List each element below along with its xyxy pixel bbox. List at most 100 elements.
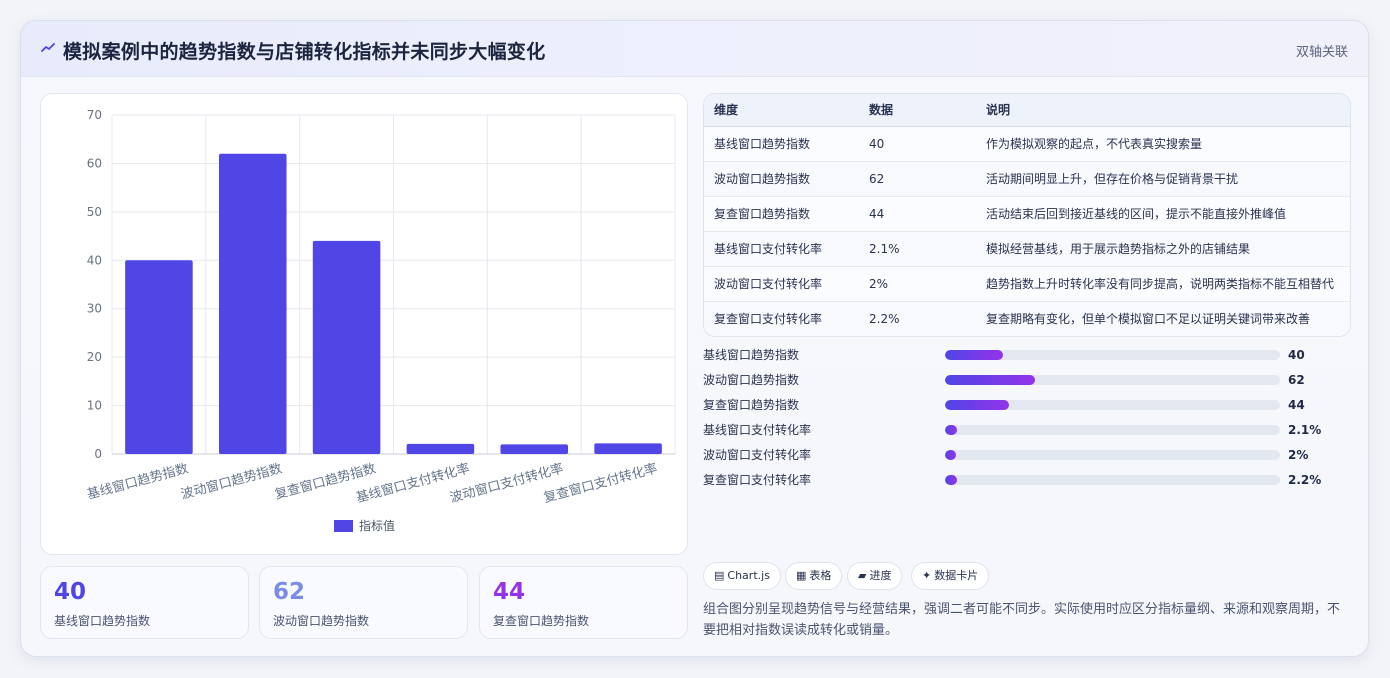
table-cell: 模拟经营基线，用于展示趋势指标之外的店铺结果	[986, 242, 1251, 256]
tag-label: 数据卡片	[934, 569, 979, 582]
progress-track	[945, 400, 1280, 410]
stat-label: 波动窗口趋势指数	[273, 614, 370, 628]
chart-note: 组合图分别呈现趋势信号与经营结果，强调二者可能不同步。实际使用时应区分指标量纲、…	[703, 602, 1341, 638]
progress-icon: ▰	[858, 569, 867, 582]
page-title: 模拟案例中的趋势指数与店铺转化指标并未同步大幅变化	[63, 41, 546, 63]
bar	[594, 443, 662, 454]
table-row: 基线窗口趋势指数 40 作为模拟观察的起点，不代表真实搜索量	[704, 127, 1350, 162]
table-header: 维度 数据 说明	[704, 94, 1350, 127]
tag-chartjs[interactable]: ▤ Chart.js	[703, 562, 781, 590]
stat-value: 40	[54, 579, 87, 605]
progress-track	[945, 450, 1280, 460]
tag-label: 表格	[809, 569, 832, 582]
table-cell: 40	[869, 137, 885, 151]
progress-track	[945, 475, 1280, 485]
table-cell: 62	[869, 172, 885, 186]
stat-value: 62	[273, 579, 306, 605]
progress-value: 2.2%	[1288, 473, 1322, 487]
progress-label: 波动窗口趋势指数	[703, 373, 800, 387]
tag-label: Chart.js	[727, 569, 770, 582]
data-table: 维度 数据 说明 基线窗口趋势指数 40 作为模拟观察的起点，不代表真实搜索量波动窗…	[703, 93, 1351, 337]
dual-axis-badge: 双轴关联	[1295, 45, 1348, 60]
y-tick-label: 40	[87, 253, 102, 267]
sparkle-icon: ✦	[922, 569, 932, 582]
bar	[312, 240, 381, 454]
progress-item: 复查窗口趋势指数 44	[703, 395, 1351, 415]
stat-card-volatile-trend: 62 波动窗口趋势指数	[259, 566, 468, 639]
stat-label: 复查窗口趋势指数	[493, 614, 590, 628]
table-cell: 波动窗口趋势指数	[714, 172, 811, 186]
tag-progress[interactable]: ▰ 进度	[847, 562, 903, 590]
progress-label: 基线窗口趋势指数	[703, 348, 800, 362]
y-tick-label: 30	[87, 302, 102, 316]
table-row: 波动窗口支付转化率 2% 趋势指数上升时转化率没有同步提高，说明两类指标不能互相替代	[704, 267, 1350, 302]
table-cell: 活动期间明显上升，但存在价格与促销背景干扰	[986, 172, 1239, 186]
column-header-description: 说明	[986, 103, 1011, 117]
table-cell: 复查窗口趋势指数	[714, 207, 811, 221]
table-cell: 2%	[869, 277, 889, 291]
x-tick-label: 基线窗口趋势指数	[85, 460, 190, 502]
table-cell: 复查期略有变化，但单个模拟窗口不足以证明关键词带来改善	[986, 312, 1311, 326]
table-row: 复查窗口趋势指数 44 活动结束后回到接近基线的区间，提示不能直接外推峰值	[704, 197, 1350, 232]
y-tick-label: 10	[87, 399, 102, 413]
table-row: 复查窗口支付转化率 2.2% 复查期略有变化，但单个模拟窗口不足以证明关键词带来改善	[704, 302, 1350, 336]
progress-value: 44	[1288, 398, 1305, 412]
tag-label: 进度	[869, 569, 892, 582]
table-row: 波动窗口趋势指数 62 活动期间明显上升，但存在价格与促销背景干扰	[704, 162, 1350, 197]
table-cell: 复查窗口支付转化率	[714, 312, 823, 326]
trend-icon	[41, 43, 55, 52]
table-cell: 波动窗口支付转化率	[714, 277, 823, 291]
tag-data-card[interactable]: ✦ 数据卡片	[911, 562, 990, 590]
progress-value: 2%	[1288, 448, 1309, 462]
progress-label: 复查窗口趋势指数	[703, 398, 800, 412]
stat-card-review-trend: 44 复查窗口趋势指数	[479, 566, 688, 639]
bar-chart: 010203040506070基线窗口趋势指数波动窗口趋势指数复查窗口趋势指数基…	[85, 108, 676, 533]
progress-label: 基线窗口支付转化率	[703, 423, 812, 437]
table-row: 基线窗口支付转化率 2.1% 模拟经营基线，用于展示趋势指标之外的店铺结果	[704, 232, 1350, 267]
progress-label: 复查窗口支付转化率	[703, 473, 812, 487]
progress-value: 62	[1288, 373, 1305, 387]
table-icon: ▦	[796, 569, 807, 582]
table-cell: 作为模拟观察的起点，不代表真实搜索量	[986, 137, 1203, 151]
progress-track	[945, 350, 1280, 360]
progress-track	[945, 425, 1280, 435]
progress-track	[945, 375, 1280, 385]
progress-item: 波动窗口趋势指数 62	[703, 370, 1351, 390]
progress-fill	[945, 350, 1003, 360]
table-cell: 44	[869, 207, 885, 221]
bar	[500, 444, 569, 454]
progress-fill	[945, 475, 958, 485]
stat-card-baseline-trend: 40 基线窗口趋势指数	[40, 566, 249, 639]
y-tick-label: 50	[87, 205, 102, 219]
legend-swatch	[334, 520, 353, 532]
stat-label: 基线窗口趋势指数	[54, 614, 151, 628]
x-tick-label: 波动窗口趋势指数	[179, 460, 284, 502]
column-header-dimension: 维度	[714, 103, 739, 117]
dashboard-card: 模拟案例中的趋势指数与店铺转化指标并未同步大幅变化 双轴关联 0 10 20 30 40…	[20, 20, 1369, 657]
column-header-data: 数据	[869, 103, 894, 117]
y-tick-label: 70	[87, 108, 102, 122]
table-cell: 基线窗口趋势指数	[714, 137, 811, 151]
progress-fill	[945, 425, 957, 435]
progress-value: 2.1%	[1288, 423, 1322, 437]
chart-icon: ▤	[714, 569, 725, 582]
y-tick-label: 20	[87, 350, 102, 364]
progress-label: 波动窗口支付转化率	[703, 448, 812, 462]
progress-item: 基线窗口支付转化率 2.1%	[703, 420, 1351, 440]
card-header: 模拟案例中的趋势指数与店铺转化指标并未同步大幅变化 双轴关联	[21, 21, 1368, 77]
tag-table[interactable]: ▦ 表格	[785, 562, 843, 590]
progress-fill	[945, 450, 957, 460]
stat-value: 44	[493, 579, 526, 605]
bar	[125, 260, 193, 454]
y-tick-label: 0	[94, 447, 102, 461]
progress-item: 基线窗口趋势指数 40	[703, 345, 1351, 365]
progress-value: 40	[1288, 348, 1305, 362]
progress-item: 复查窗口支付转化率 2.2%	[703, 470, 1351, 490]
table-cell: 活动结束后回到接近基线的区间，提示不能直接外推峰值	[986, 207, 1287, 221]
progress-item: 波动窗口支付转化率 2%	[703, 445, 1351, 465]
progress-fill	[945, 375, 1035, 385]
table-cell: 基线窗口支付转化率	[714, 242, 823, 256]
legend-label: 指标值	[359, 518, 395, 533]
table-cell: 2.1%	[869, 242, 900, 256]
bar	[218, 153, 287, 454]
